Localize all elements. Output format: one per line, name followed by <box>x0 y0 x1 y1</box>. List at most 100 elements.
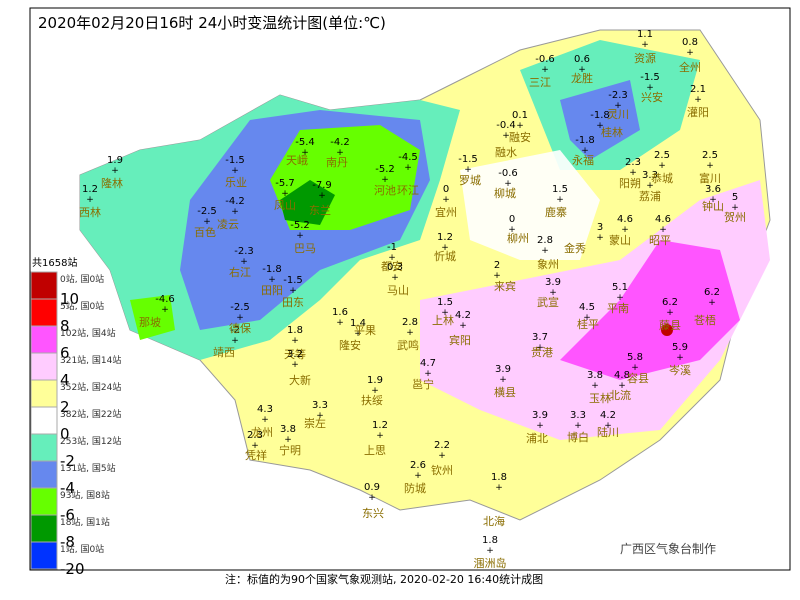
station-name: 西林 <box>79 205 101 219</box>
station-value: -5.7 <box>275 178 295 189</box>
station-name: 龙州 <box>251 426 273 439</box>
station-value: 3.3 <box>642 170 658 181</box>
station-marker: + <box>301 148 309 158</box>
station-value: -1.8 <box>262 264 282 275</box>
station-value: 3.9 <box>532 410 548 421</box>
station-name: 河池 <box>374 184 396 197</box>
station-name: 来宾 <box>494 279 516 293</box>
station-name: 南丹 <box>326 156 348 169</box>
station-name: 环江 <box>397 184 419 197</box>
station-name: 象州 <box>537 258 559 271</box>
station-name: 田东 <box>282 296 304 309</box>
station-name: 靖西 <box>213 346 235 359</box>
station-marker: + <box>464 165 472 175</box>
legend-swatch <box>30 460 58 489</box>
station-marker: + <box>708 298 716 308</box>
station-name: 凌云 <box>217 217 239 231</box>
station-name: 全州 <box>679 60 701 74</box>
station-marker: + <box>251 441 259 451</box>
station-marker: + <box>709 195 717 205</box>
station-name: 忻城 <box>434 250 456 263</box>
legend-count: 93站, 国8站 <box>60 489 110 501</box>
station-name: 浦北 <box>526 432 548 445</box>
station-marker: + <box>316 411 324 421</box>
legend-tick: -2 <box>60 452 75 470</box>
station-value: -1.8 <box>590 110 610 121</box>
station-value: -0.4 <box>496 120 516 131</box>
station-marker: + <box>203 217 211 227</box>
station-marker: + <box>731 203 739 213</box>
legend-tick: -4 <box>60 479 75 497</box>
station-marker: + <box>616 293 624 303</box>
station-value: -1.5 <box>458 154 478 165</box>
title: 2020年02月20日16时 24小时变温统计图(单位:℃) <box>38 14 386 32</box>
legend-swatch <box>30 433 58 462</box>
station-value: -1 <box>387 242 397 253</box>
legend-count: 382站, 国22站 <box>60 408 121 420</box>
station-value: 0.1 <box>512 110 528 121</box>
station-value: 0.3 <box>387 262 403 273</box>
station-value: 1.1 <box>637 29 653 40</box>
station-name: 兴安 <box>641 90 663 104</box>
station-name: 柳州 <box>507 231 529 245</box>
station-value: 5 <box>732 192 738 203</box>
station-marker: + <box>504 179 512 189</box>
station-name: 博白 <box>567 430 589 444</box>
station-name: 宾阳 <box>449 333 471 347</box>
station-name: 苍梧 <box>694 313 716 327</box>
station-name: 那坡 <box>139 316 161 329</box>
station-value: 0.9 <box>364 482 380 493</box>
station-marker: + <box>499 375 507 385</box>
station-value: 2 <box>494 260 500 271</box>
station-marker: + <box>441 243 449 253</box>
station-marker: + <box>414 471 422 481</box>
station-marker: + <box>541 246 549 256</box>
station-value: -4.2 <box>330 137 350 148</box>
station-name: 永福 <box>572 153 594 167</box>
station-value: 6.2 <box>662 297 678 308</box>
legend-swatch <box>30 541 58 570</box>
station-value: 5.8 <box>627 352 643 363</box>
station-value: 0 <box>443 184 449 195</box>
station-value: -4.2 <box>225 196 245 207</box>
station-value: -5.4 <box>295 137 315 148</box>
station-marker: + <box>591 381 599 391</box>
station-value: 2.6 <box>410 460 426 471</box>
station-marker: + <box>376 431 384 441</box>
station-marker: + <box>578 65 586 75</box>
station-name: 宁明 <box>279 443 301 457</box>
legend-count: 18站, 国1站 <box>60 516 110 528</box>
station-marker: + <box>404 163 412 173</box>
station-value: 4.6 <box>655 214 671 225</box>
legend-swatch <box>30 271 58 300</box>
station-marker: + <box>368 493 376 503</box>
station-name: 平南 <box>607 302 629 315</box>
legend-tick: 6 <box>60 344 70 362</box>
credit: 广西区气象台制作 <box>620 541 716 556</box>
station-name: 崇左 <box>304 417 326 430</box>
station-marker: + <box>231 336 239 346</box>
station-name: 阳朔 <box>619 177 641 190</box>
station-name: 融水 <box>495 146 517 159</box>
station-value: 2.8 <box>537 235 553 246</box>
station-name: 桂平 <box>577 317 599 331</box>
station-value: -2.5 <box>197 206 217 217</box>
station-value: 3.7 <box>532 332 548 343</box>
station-name: 天峨 <box>286 154 308 167</box>
station-value: 1.2 <box>372 420 388 431</box>
station-value: 2.5 <box>702 150 718 161</box>
station-name: 武宣 <box>537 295 559 309</box>
station-marker: + <box>336 148 344 158</box>
station-value: 4.5 <box>579 302 595 313</box>
station-value: -0.6 <box>498 168 518 179</box>
station-name: 融安 <box>509 130 531 144</box>
station-name: 百色 <box>194 225 216 239</box>
station-marker: + <box>236 313 244 323</box>
station-marker: + <box>676 353 684 363</box>
station-marker: + <box>666 308 674 318</box>
station-marker: + <box>495 483 503 493</box>
station-name: 武鸣 <box>397 338 419 352</box>
station-name: 贵港 <box>531 346 553 359</box>
station-value: -5.2 <box>375 164 395 175</box>
station-name: 桂林 <box>601 125 623 139</box>
